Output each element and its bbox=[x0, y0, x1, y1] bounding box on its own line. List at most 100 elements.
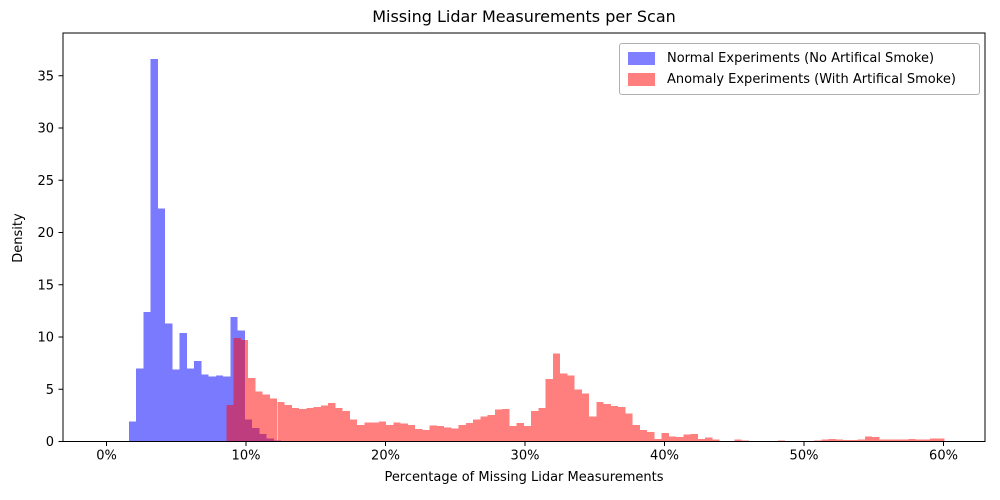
histogram-bar-anomaly bbox=[269, 398, 278, 442]
chart-title: Missing Lidar Measurements per Scan bbox=[372, 7, 676, 26]
histogram-bar-anomaly bbox=[306, 408, 314, 442]
histogram-bar-anomaly bbox=[879, 439, 887, 442]
histogram-bar-anomaly bbox=[596, 401, 604, 442]
histogram-bar-anomaly bbox=[864, 436, 873, 442]
axes-spines bbox=[62, 32, 986, 442]
histogram-bar-anomaly bbox=[734, 439, 742, 442]
histogram-bar-anomaly bbox=[828, 439, 836, 442]
histogram-bar-anomaly bbox=[581, 393, 590, 442]
histogram-bar-anomaly bbox=[661, 433, 669, 442]
histogram-bar-normal bbox=[208, 376, 216, 442]
histogram-bar-anomaly bbox=[872, 436, 880, 442]
histogram-bar-anomaly bbox=[473, 419, 481, 442]
histogram-bar-anomaly bbox=[632, 424, 640, 442]
histogram-bar-anomaly bbox=[741, 440, 749, 442]
y-axis-label: Density bbox=[11, 213, 26, 263]
histogram-bar-normal bbox=[136, 368, 144, 442]
histogram-bar-anomaly bbox=[821, 439, 829, 442]
histogram-bar-anomaly bbox=[284, 404, 292, 442]
x-tick-label: 20% bbox=[371, 449, 400, 464]
histogram-bar-normal bbox=[194, 361, 202, 442]
legend-item-anomaly: Anomaly Experiments (With Artifical Smok… bbox=[628, 69, 971, 90]
legend-label: Anomaly Experiments (With Artifical Smok… bbox=[667, 72, 956, 87]
histogram-bar-anomaly bbox=[712, 439, 720, 442]
histogram-bar-anomaly bbox=[465, 423, 474, 442]
histogram-bar-anomaly bbox=[835, 439, 844, 442]
histogram-bar-anomaly bbox=[937, 438, 945, 442]
histogram-bar-anomaly bbox=[639, 430, 648, 442]
histogram-bar-anomaly bbox=[335, 408, 343, 442]
histogram-bar-anomaly bbox=[349, 419, 358, 442]
histogram-bar-anomaly bbox=[552, 353, 561, 442]
legend-swatch-red bbox=[628, 73, 655, 86]
legend-item-normal: Normal Experiments (No Artifical Smoke) bbox=[628, 48, 971, 69]
histogram-bar-anomaly bbox=[371, 422, 379, 442]
histogram-bar-normal bbox=[172, 369, 180, 442]
histogram-bar-normal bbox=[179, 332, 187, 442]
histogram-bar-anomaly bbox=[777, 440, 786, 442]
histogram-bar-normal bbox=[165, 323, 173, 442]
histogram-bar-anomaly bbox=[364, 422, 372, 442]
histogram-bar-anomaly bbox=[560, 373, 568, 442]
histogram-bar-anomaly bbox=[538, 408, 546, 442]
histogram-bar-anomaly bbox=[567, 375, 575, 442]
histogram-bar-anomaly bbox=[690, 434, 698, 442]
histogram-bar-anomaly bbox=[342, 411, 350, 442]
histogram-bar-anomaly bbox=[610, 405, 619, 442]
histogram-bar-anomaly bbox=[393, 422, 401, 442]
y-tick-label: 10 bbox=[37, 331, 54, 346]
x-tick-label: 50% bbox=[790, 449, 819, 464]
histogram-bar-anomaly bbox=[531, 411, 539, 442]
histogram-bar-anomaly bbox=[277, 401, 285, 442]
histogram-bar-anomaly bbox=[509, 425, 517, 442]
histogram-bar-anomaly bbox=[444, 427, 452, 442]
y-tick-label: 25 bbox=[37, 174, 54, 189]
legend-swatch-blue bbox=[628, 52, 655, 65]
x-tick-label: 40% bbox=[650, 449, 679, 464]
x-axis-label: Percentage of Missing Lidar Measurements bbox=[384, 470, 664, 485]
histogram-bar-anomaly bbox=[668, 436, 677, 442]
histogram-bar-anomaly bbox=[487, 414, 495, 442]
histogram-bar-anomaly bbox=[407, 424, 416, 442]
y-tick-label: 0 bbox=[46, 435, 54, 450]
histogram-bar-anomaly bbox=[357, 424, 365, 442]
histogram-bar-anomaly bbox=[494, 409, 503, 442]
histogram-bar-anomaly bbox=[516, 423, 524, 442]
x-tick-label: 60% bbox=[929, 449, 958, 464]
histogram-bar-anomaly bbox=[705, 437, 713, 442]
legend: Normal Experiments (No Artifical Smoke) … bbox=[619, 43, 980, 95]
histogram-bar-anomaly bbox=[291, 408, 300, 442]
histogram-bar-anomaly bbox=[603, 403, 611, 442]
histogram-bar-anomaly bbox=[683, 434, 691, 442]
histogram-bar-anomaly bbox=[545, 378, 553, 442]
histogram-bar-normal bbox=[215, 375, 224, 442]
x-tick-label: 10% bbox=[232, 449, 261, 464]
histogram-bar-anomaly bbox=[574, 389, 582, 442]
histogram-bar-anomaly bbox=[857, 439, 865, 442]
histogram-bar-anomaly bbox=[451, 428, 459, 442]
histogram-bar-normal bbox=[143, 311, 151, 442]
histogram-bar-anomaly bbox=[240, 340, 249, 442]
legend-label: Normal Experiments (No Artifical Smoke) bbox=[667, 51, 935, 66]
histogram-bar-anomaly bbox=[654, 438, 662, 442]
y-tick-label: 20 bbox=[37, 226, 54, 241]
histogram-bar-normal bbox=[201, 374, 209, 442]
histogram-bar-anomaly bbox=[523, 425, 532, 442]
histogram-bar-normal bbox=[186, 368, 195, 442]
histogram-bar-anomaly bbox=[850, 439, 858, 442]
histogram-bar-anomaly bbox=[893, 439, 902, 442]
histogram-bar-anomaly bbox=[458, 424, 466, 442]
x-tick-label: 30% bbox=[511, 449, 540, 464]
histogram-bar-anomaly bbox=[248, 377, 256, 442]
histogram-bar-anomaly bbox=[647, 432, 655, 442]
histogram-bar-anomaly bbox=[262, 394, 270, 442]
histogram-bar-anomaly bbox=[429, 425, 437, 442]
histogram-bar-anomaly bbox=[676, 436, 684, 442]
histogram-bar-normal bbox=[157, 208, 166, 442]
histogram-bar-anomaly bbox=[436, 425, 445, 442]
histogram-bar-anomaly bbox=[886, 439, 894, 442]
histogram-bar-anomaly bbox=[618, 407, 626, 442]
histogram-bar-anomaly bbox=[908, 438, 916, 442]
y-tick-label: 30 bbox=[37, 122, 54, 137]
